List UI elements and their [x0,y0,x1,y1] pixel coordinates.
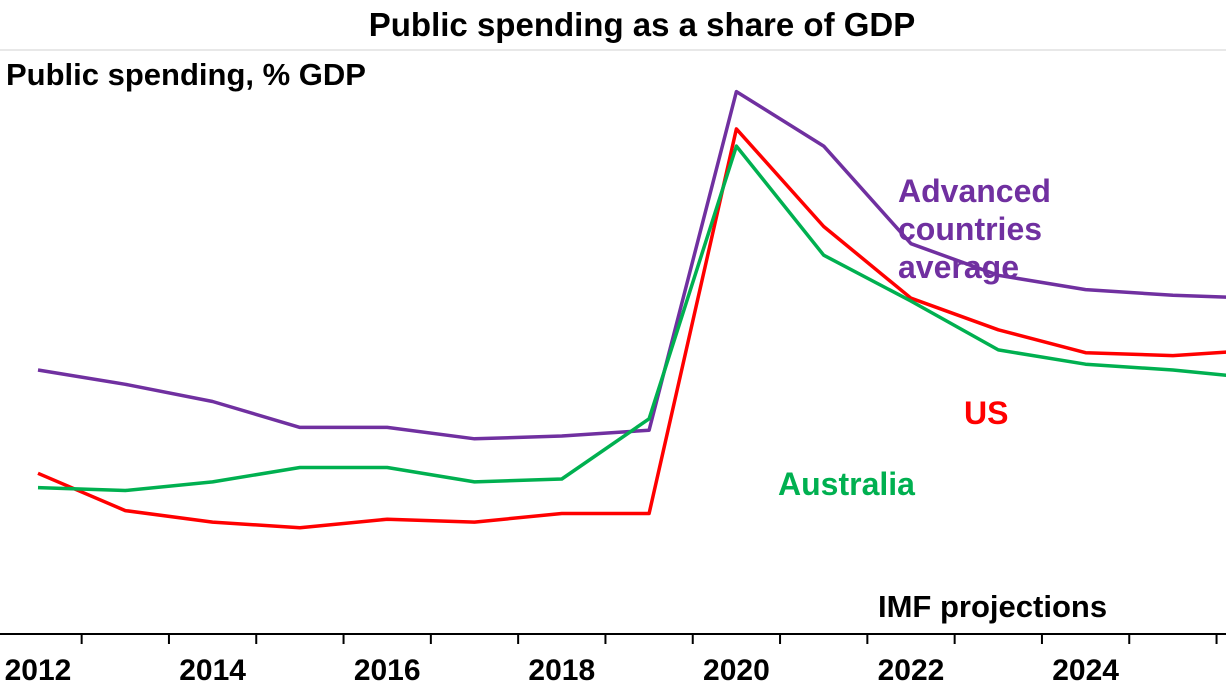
series-label-australia: Australia [778,466,915,502]
series-lines [37,89,1226,530]
x-tick-label: 2016 [354,654,421,687]
chart-title: Public spending as a share of GDP [368,6,916,43]
series-label-advanced-countries-average: Advanced countries average [898,173,1051,285]
x-tick-label: 2022 [878,654,945,687]
x-tick-label: 2024 [1052,654,1119,687]
x-tick-label: 2018 [528,654,595,687]
series-line-us [37,127,1226,530]
series-label-us: US [964,395,1008,431]
x-tick-label: 2012 [5,654,72,687]
series-line-australia [37,144,1226,493]
x-axis-ticks [80,634,1218,644]
y-axis-label: Public spending, % GDP [6,57,366,92]
imf-projections-annotation: IMF projections [878,589,1107,624]
x-tick-label: 2020 [703,654,770,687]
series-line-advanced-countries-average [37,89,1226,441]
x-axis-tick-labels: 20122014201620182020202220242026 [5,654,1120,687]
x-tick-label: 2014 [179,654,246,687]
series-labels: Advanced countries average US Australia [778,173,1051,502]
